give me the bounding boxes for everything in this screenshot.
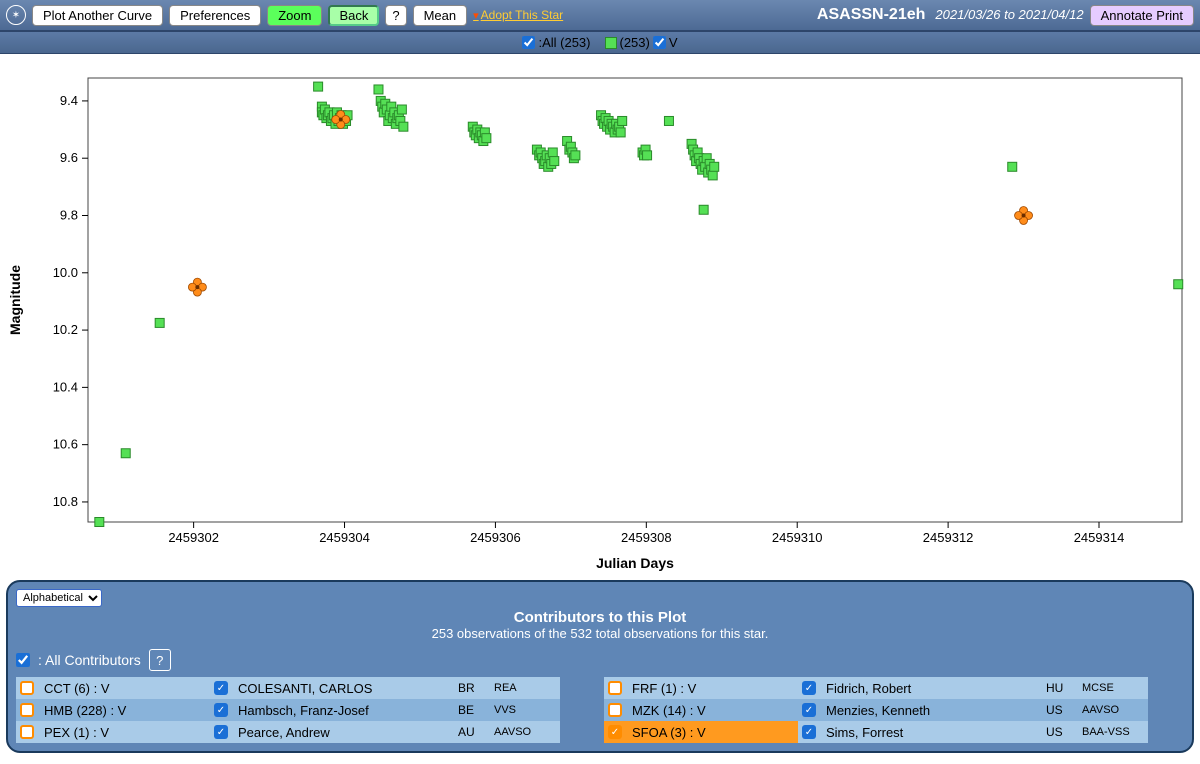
legend-bar: :All (253) (253) V [0, 32, 1200, 54]
svg-text:10.6: 10.6 [53, 437, 78, 452]
affiliation: VVS [490, 699, 560, 721]
title-block: ASASSN-21eh 2021/03/26 to 2021/04/12 [817, 6, 1084, 24]
svg-text:10.2: 10.2 [53, 322, 78, 337]
svg-text:2459302: 2459302 [168, 530, 219, 545]
contributors-title: Contributors to this Plot [16, 609, 1184, 626]
name-checkbox[interactable] [214, 681, 228, 695]
obs-label: SFOA (3) : V [628, 721, 798, 743]
affiliation: BAA-VSS [1078, 721, 1148, 743]
legend-all-label: :All (253) [538, 35, 590, 50]
obs-label: HMB (228) : V [40, 699, 210, 721]
all-contributors-checkbox[interactable] [16, 653, 30, 667]
name-checkbox[interactable] [214, 703, 228, 717]
country-code: HU [1042, 677, 1078, 699]
contributors-table: CCT (6) : V COLESANTI, CARLOSBRREA FRF (1)… [16, 677, 1184, 743]
obs-label: MZK (14) : V [628, 699, 798, 721]
obs-checkbox[interactable] [20, 681, 34, 695]
annotate-print-button[interactable]: Annotate Print [1090, 5, 1194, 26]
obs-label: FRF (1) : V [628, 677, 798, 699]
preferences-button[interactable]: Preferences [169, 5, 261, 26]
name-checkbox[interactable] [802, 703, 816, 717]
all-contributors-label: : All Contributors [38, 652, 141, 668]
svg-text:2459310: 2459310 [772, 530, 823, 545]
name-checkbox[interactable] [214, 725, 228, 739]
legend-series-count: (253) [620, 35, 650, 50]
legend-band-label: V [669, 35, 678, 50]
toolbar: ✶ Plot Another Curve Preferences Zoom Ba… [0, 0, 1200, 32]
contributors-help-button[interactable]: ? [149, 649, 171, 671]
contributor-name: Menzies, Kenneth [822, 699, 1042, 721]
svg-text:Julian Days: Julian Days [596, 555, 674, 571]
svg-text:9.4: 9.4 [60, 93, 78, 108]
contributor-row: FRF (1) : V Fidrich, RobertHUMCSE [604, 677, 1184, 699]
country-code: US [1042, 721, 1078, 743]
contributor-name: Sims, Forrest [822, 721, 1042, 743]
obs-checkbox[interactable] [608, 681, 622, 695]
contributor-row: MZK (14) : V Menzies, KennethUSAAVSO [604, 699, 1184, 721]
legend-green-swatch-icon [605, 37, 617, 49]
mean-button[interactable]: Mean [413, 5, 468, 26]
contributors-subtitle: 253 observations of the 532 total observ… [16, 626, 1184, 641]
adopt-star-link[interactable]: Adopt This Star [473, 8, 563, 22]
svg-text:2459314: 2459314 [1074, 530, 1125, 545]
contributor-name: COLESANTI, CARLOS [234, 677, 454, 699]
svg-text:2459304: 2459304 [319, 530, 370, 545]
obs-checkbox[interactable] [608, 725, 622, 739]
contributor-row: PEX (1) : V Pearce, AndrewAUAAVSO [16, 721, 596, 743]
contributor-row: HMB (228) : V Hambsch, Franz-JosefBEVVS [16, 699, 596, 721]
back-button[interactable]: Back [328, 5, 379, 26]
date-range: 2021/03/26 to 2021/04/12 [935, 7, 1083, 22]
obs-label: PEX (1) : V [40, 721, 210, 743]
logo-icon: ✶ [6, 5, 26, 25]
star-name: ASASSN-21eh [817, 6, 925, 24]
contributor-name: Fidrich, Robert [822, 677, 1042, 699]
contributor-name: Pearce, Andrew [234, 721, 454, 743]
legend-all-checkbox[interactable] [522, 36, 535, 49]
svg-text:2459312: 2459312 [923, 530, 974, 545]
plot-another-button[interactable]: Plot Another Curve [32, 5, 163, 26]
legend-v-checkbox[interactable] [653, 36, 666, 49]
country-code: US [1042, 699, 1078, 721]
affiliation: MCSE [1078, 677, 1148, 699]
obs-checkbox[interactable] [20, 703, 34, 717]
contributor-row: SFOA (3) : V Sims, ForrestUSBAA-VSS [604, 721, 1184, 743]
contributor-row: CCT (6) : V COLESANTI, CARLOSBRREA [16, 677, 596, 699]
svg-text:10.8: 10.8 [53, 494, 78, 509]
obs-checkbox[interactable] [608, 703, 622, 717]
country-code: AU [454, 721, 490, 743]
svg-text:2459308: 2459308 [621, 530, 672, 545]
zoom-button[interactable]: Zoom [267, 5, 322, 26]
sort-select[interactable]: Alphabetical [16, 589, 102, 607]
svg-text:2459306: 2459306 [470, 530, 521, 545]
obs-checkbox[interactable] [20, 725, 34, 739]
contributors-panel: Alphabetical Contributors to this Plot 2… [6, 580, 1194, 753]
affiliation: REA [490, 677, 560, 699]
chart-area: 9.4 9.6 9.8 10.0 10.2 10.4 10.6 10.8 2459302 2459… [0, 54, 1200, 576]
help-button[interactable]: ? [385, 5, 406, 26]
affiliation: AAVSO [490, 721, 560, 743]
contributor-name: Hambsch, Franz-Josef [234, 699, 454, 721]
svg-text:9.8: 9.8 [60, 207, 78, 222]
country-code: BE [454, 699, 490, 721]
name-checkbox[interactable] [802, 681, 816, 695]
svg-text:10.4: 10.4 [53, 379, 78, 394]
country-code: BR [454, 677, 490, 699]
affiliation: AAVSO [1078, 699, 1148, 721]
svg-text:Magnitude: Magnitude [7, 265, 23, 335]
contributors-header: Contributors to this Plot 253 observatio… [16, 609, 1184, 641]
name-checkbox[interactable] [802, 725, 816, 739]
obs-label: CCT (6) : V [40, 677, 210, 699]
svg-text:9.6: 9.6 [60, 150, 78, 165]
svg-text:10.0: 10.0 [53, 265, 78, 280]
